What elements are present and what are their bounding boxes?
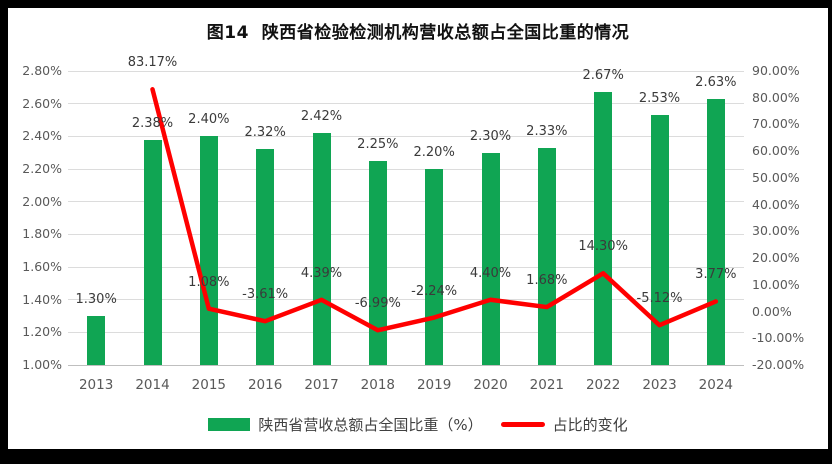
bar-value-label: 2.67%: [582, 68, 624, 84]
y-axis-tick-left: 2.20%: [22, 161, 62, 176]
y-axis-tick-right: 70.00%: [752, 116, 800, 132]
legend-line-series-label: 占比的变化: [552, 416, 628, 434]
bar: [537, 147, 556, 365]
gridline: [68, 201, 744, 203]
legend-line-swatch-icon: [500, 422, 545, 427]
bar-value-label: 1.30%: [75, 292, 117, 307]
y-axis-tick-left: 1.60%: [22, 259, 62, 274]
x-axis-label: 2015: [191, 377, 226, 393]
legend: 陕西省营收总额占全国比重（%） 占比的变化: [8, 414, 828, 435]
y-axis-tick-left: 2.80%: [22, 63, 62, 78]
legend-bar-swatch-icon: [208, 418, 251, 431]
y-axis-tick-right: 80.00%: [752, 89, 800, 105]
bar: [143, 139, 162, 365]
plot-area: 2.80% 2.60% 2.40% 2.20% 2.00% 1.80% 1.60% 1.40%…: [8, 8, 828, 449]
y-axis-tick-right: 60.00%: [752, 143, 800, 159]
x-axis-label: 2018: [360, 377, 395, 393]
chart-canvas: 图14 陕西省检验检测机构营收总额占全国比重的情况 2.80% 2.60% 2.40…: [8, 8, 828, 449]
bar: [706, 98, 725, 365]
gridline: [68, 168, 744, 170]
y-axis-tick-right: 40.00%: [752, 196, 800, 212]
line-value-label: 83.17%: [127, 55, 178, 71]
y-axis-tick-right: 20.00%: [752, 250, 800, 266]
gridline: [68, 233, 744, 235]
gridline: [68, 266, 744, 268]
gridline: [68, 364, 744, 366]
line-value-label: 1.68%: [526, 273, 568, 289]
y-axis-tick-left: 1.00%: [22, 357, 62, 372]
x-axis-label: 2023: [642, 377, 677, 393]
bar-value-label: 2.25%: [357, 136, 399, 152]
y-axis-tick-right: 0.00%: [752, 303, 792, 319]
chart-title: 图14 陕西省检验检测机构营收总额占全国比重的情况: [206, 23, 630, 43]
x-axis-label: 2021: [529, 377, 564, 393]
y-axis-tick-left: 1.80%: [22, 226, 62, 242]
y-axis-tick-right: 90.00%: [752, 63, 800, 78]
bar-value-label: 2.20%: [413, 145, 455, 160]
bar: [312, 133, 331, 365]
bar: [256, 149, 275, 365]
gridline: [68, 70, 744, 72]
gridline: [68, 331, 744, 333]
bar-value-label: 2.30%: [469, 128, 512, 144]
x-axis-label: 2019: [416, 377, 452, 393]
y-axis-tick-right: 50.00%: [752, 169, 800, 185]
bar-value-label: 2.53%: [638, 91, 681, 107]
bar: [368, 160, 387, 365]
y-axis-tick-left: 2.40%: [22, 128, 62, 144]
x-axis-label: 2014: [135, 377, 170, 393]
bar: [425, 169, 444, 365]
bar-value-label: 2.42%: [300, 109, 343, 125]
y-axis-tick-right: 10.00%: [752, 276, 800, 292]
bar-value-label: 2.32%: [244, 125, 286, 141]
bar: [87, 316, 106, 365]
bar-value-label: 2.63%: [695, 74, 737, 90]
line-value-label: -5.12%: [636, 291, 683, 307]
bar-value-label: 2.38%: [131, 115, 174, 131]
y-axis-tick-left: 1.40%: [22, 291, 62, 307]
bar-value-label: 2.33%: [526, 123, 568, 139]
legend-bar-series-label: 陕西省营收总额占全国比重（%）: [258, 416, 483, 434]
x-axis-label: 2017: [304, 377, 339, 393]
y-axis-tick-left: 2.00%: [22, 193, 62, 209]
bar: [594, 92, 613, 365]
line-value-label: -3.61%: [242, 287, 289, 303]
line-value-label: 14.30%: [578, 239, 628, 255]
line-value-label: -2.24%: [411, 283, 458, 299]
line-value-label: 4.39%: [300, 265, 343, 281]
bar-value-label: 2.40%: [188, 112, 230, 128]
y-axis-tick-right: 30.00%: [752, 223, 800, 239]
x-axis-label: 2013: [78, 377, 114, 393]
x-axis-label: 2024: [698, 377, 733, 393]
line-value-label: 1.08%: [188, 274, 230, 290]
y-axis-tick-left: 2.60%: [22, 95, 62, 111]
bar: [650, 115, 669, 365]
y-axis-tick-right: -20.00%: [752, 357, 805, 372]
line-value-label: 4.40%: [469, 265, 512, 281]
x-axis-label: 2022: [585, 377, 621, 393]
x-axis-label: 2016: [247, 377, 283, 393]
y-axis-tick-left: 1.20%: [22, 324, 62, 340]
line-value-label: -6.99%: [354, 296, 401, 312]
bar: [481, 152, 500, 365]
x-axis-label: 2020: [473, 377, 508, 393]
bar: [199, 136, 218, 365]
line-value-label: 3.77%: [695, 267, 737, 283]
y-axis-tick-right: -10.00%: [752, 330, 805, 346]
